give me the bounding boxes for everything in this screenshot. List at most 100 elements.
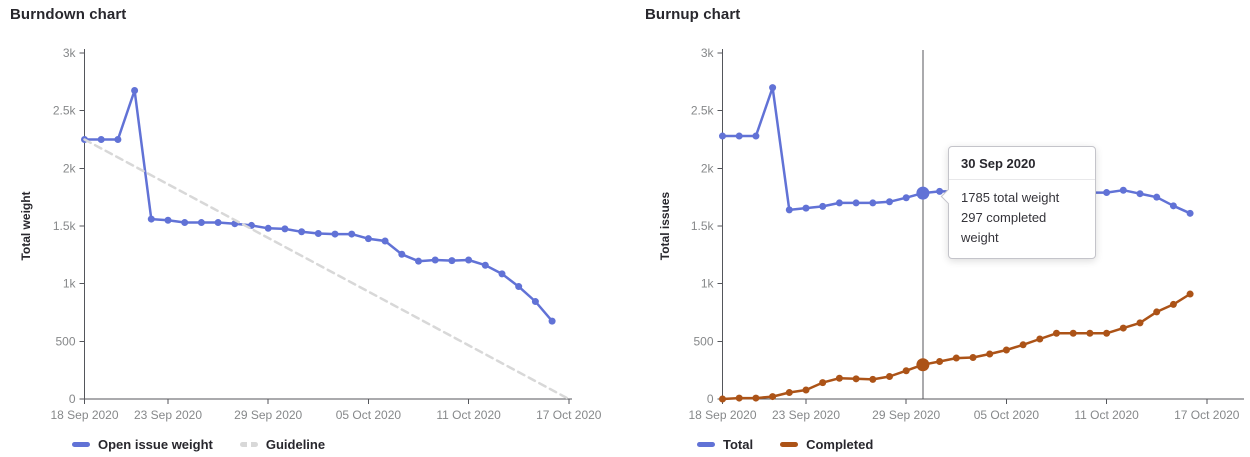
data-point[interactable] bbox=[515, 283, 523, 291]
data-point[interactable] bbox=[802, 386, 810, 394]
data-point[interactable] bbox=[398, 250, 406, 258]
data-point[interactable] bbox=[131, 86, 139, 94]
data-point[interactable] bbox=[431, 256, 439, 264]
series-open-issue-weight[interactable] bbox=[81, 86, 556, 325]
data-point[interactable] bbox=[97, 136, 105, 143]
data-point[interactable] bbox=[785, 389, 793, 397]
burnup-chart-canvas[interactable]: 0 500 1k 1.5k 2k 2.5k 3k 18 Sep 2020 23 Sep 2020… bbox=[625, 30, 1250, 430]
data-point[interactable] bbox=[1136, 319, 1144, 327]
data-point[interactable] bbox=[1119, 324, 1127, 332]
y-axis-tick-label: 0 bbox=[707, 392, 714, 406]
chart-tooltip: 30 Sep 2020 1785 total weight 297 comple… bbox=[948, 146, 1096, 260]
data-point[interactable] bbox=[902, 367, 910, 375]
legend-item-total[interactable]: Total bbox=[697, 437, 753, 452]
data-point[interactable] bbox=[348, 230, 356, 238]
y-axis-tick-label: 1.5k bbox=[691, 219, 715, 233]
data-point[interactable] bbox=[969, 353, 977, 361]
y-axis-title: Total weight bbox=[19, 191, 33, 260]
selected-data-point[interactable] bbox=[916, 186, 930, 200]
data-point[interactable] bbox=[465, 256, 473, 264]
data-point[interactable] bbox=[869, 375, 877, 383]
data-point[interactable] bbox=[852, 375, 860, 383]
legend-item-completed[interactable]: Completed bbox=[780, 437, 873, 452]
data-point[interactable] bbox=[481, 261, 489, 269]
data-point[interactable] bbox=[1019, 341, 1027, 349]
data-point[interactable] bbox=[1153, 193, 1161, 201]
data-point[interactable] bbox=[164, 216, 172, 224]
data-point[interactable] bbox=[886, 373, 893, 381]
data-point[interactable] bbox=[886, 198, 893, 206]
data-point[interactable] bbox=[364, 235, 372, 243]
data-point[interactable] bbox=[735, 394, 743, 402]
data-point[interactable] bbox=[936, 358, 944, 366]
data-point[interactable] bbox=[1186, 290, 1194, 298]
data-point[interactable] bbox=[1103, 329, 1111, 337]
data-point[interactable] bbox=[1153, 308, 1161, 316]
y-axis-tick-label: 1k bbox=[63, 277, 77, 291]
data-point[interactable] bbox=[819, 202, 827, 210]
x-axis-tick-label: 11 Oct 2020 bbox=[436, 408, 501, 422]
data-point[interactable] bbox=[448, 257, 456, 265]
data-point[interactable] bbox=[869, 199, 877, 207]
data-point[interactable] bbox=[1103, 189, 1111, 197]
data-point[interactable] bbox=[986, 350, 994, 358]
y-axis-tick-label: 3k bbox=[701, 46, 715, 60]
data-point[interactable] bbox=[819, 379, 827, 387]
data-point[interactable] bbox=[752, 132, 760, 140]
data-point[interactable] bbox=[114, 136, 122, 143]
data-point[interactable] bbox=[1186, 209, 1194, 217]
burndown-chart-canvas[interactable]: 0 500 1k 1.5k 2k 2.5k 3k 18 Sep 2020 23 Sep 2020… bbox=[0, 30, 625, 430]
data-point[interactable] bbox=[1002, 346, 1010, 354]
selected-data-point[interactable] bbox=[916, 358, 930, 372]
data-point[interactable] bbox=[936, 187, 944, 195]
data-point[interactable] bbox=[1136, 190, 1144, 198]
data-point[interactable] bbox=[735, 132, 743, 140]
series-guideline[interactable] bbox=[83, 138, 571, 401]
data-point[interactable] bbox=[952, 354, 960, 362]
data-point[interactable] bbox=[314, 229, 322, 237]
data-point[interactable] bbox=[498, 270, 506, 278]
data-point[interactable] bbox=[835, 374, 843, 382]
data-point[interactable] bbox=[298, 228, 306, 236]
data-point[interactable] bbox=[264, 224, 272, 232]
data-point[interactable] bbox=[1086, 329, 1094, 337]
legend-swatch bbox=[697, 442, 715, 447]
data-point[interactable] bbox=[769, 84, 777, 92]
data-point[interactable] bbox=[331, 230, 339, 238]
data-point[interactable] bbox=[1036, 335, 1044, 343]
data-point[interactable] bbox=[214, 219, 222, 227]
data-point[interactable] bbox=[785, 206, 793, 214]
legend-item-open-issue-weight[interactable]: Open issue weight bbox=[72, 437, 213, 452]
series-completed[interactable] bbox=[719, 290, 1194, 403]
data-point[interactable] bbox=[415, 257, 422, 265]
x-axis-tick-label: 18 Sep 2020 bbox=[50, 408, 118, 422]
legend-swatch bbox=[239, 442, 258, 447]
data-point[interactable] bbox=[1053, 329, 1060, 337]
data-point[interactable] bbox=[1169, 202, 1177, 210]
data-point[interactable] bbox=[852, 199, 860, 207]
data-point[interactable] bbox=[197, 219, 205, 227]
data-point[interactable] bbox=[835, 199, 843, 207]
legend-item-guideline[interactable]: Guideline bbox=[239, 437, 325, 452]
data-point[interactable] bbox=[531, 298, 539, 306]
data-point[interactable] bbox=[181, 219, 189, 227]
data-point[interactable] bbox=[548, 317, 556, 325]
data-point[interactable] bbox=[1119, 186, 1127, 194]
data-point[interactable] bbox=[281, 225, 289, 233]
y-axis-tick-label: 2k bbox=[701, 161, 715, 175]
data-point[interactable] bbox=[719, 395, 726, 403]
y-axis-tick-label: 0 bbox=[69, 392, 76, 406]
data-point[interactable] bbox=[381, 237, 389, 245]
data-point[interactable] bbox=[147, 215, 155, 223]
data-point[interactable] bbox=[769, 393, 777, 401]
data-point[interactable] bbox=[1169, 300, 1177, 308]
data-point[interactable] bbox=[752, 394, 760, 402]
data-point[interactable] bbox=[719, 132, 726, 140]
data-point[interactable] bbox=[802, 204, 810, 212]
data-point[interactable] bbox=[1069, 329, 1077, 337]
x-axis-tick-label: 18 Sep 2020 bbox=[688, 408, 756, 422]
y-axis-title: Total issues bbox=[658, 191, 672, 260]
y-axis-tick-label: 1.5k bbox=[53, 219, 77, 233]
data-point[interactable] bbox=[902, 194, 910, 202]
